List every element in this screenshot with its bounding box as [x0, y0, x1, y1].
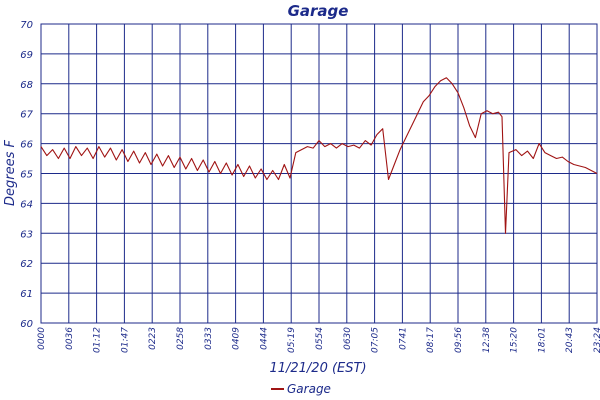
x-tick-label: 18:01 [537, 327, 547, 353]
x-tick-label: 01:47 [120, 327, 130, 353]
y-tick-label: 62 [20, 259, 33, 270]
y-tick-label: 67 [20, 110, 33, 121]
x-tick-label: 0036 [65, 327, 75, 350]
legend-label: Garage [287, 382, 331, 396]
x-tick-label: 0554 [315, 327, 325, 350]
x-tick-label: 01:12 [93, 327, 103, 353]
y-tick-label: 63 [20, 229, 33, 240]
x-tick-label: 0630 [343, 327, 353, 350]
x-tick-label: 23:24 [593, 327, 600, 353]
x-tick-label: 0258 [176, 327, 186, 350]
x-tick-label: 08:17 [426, 327, 436, 353]
y-tick-label: 65 [20, 170, 33, 181]
series-line-garage [40, 77, 598, 234]
legend: Garage [271, 382, 331, 396]
x-tick-label: 0000 [37, 327, 47, 350]
x-tick-label: 07:05 [371, 327, 381, 353]
x-tick-label: 0409 [232, 327, 242, 350]
x-tick-label: 12:38 [482, 327, 492, 353]
y-tick-label: 70 [20, 20, 33, 31]
x-tick-label: 05:19 [287, 327, 297, 353]
series-layer [40, 77, 598, 234]
x-axis-title: 11/21/20 (EST) [269, 361, 366, 376]
x-tick-label: 20:43 [565, 327, 575, 353]
grid [40, 23, 598, 324]
y-tick-label: 60 [20, 319, 33, 330]
y-tick-label: 61 [20, 289, 33, 300]
x-tick-label: 15:20 [510, 327, 520, 353]
y-axis-title: Degrees F [3, 139, 18, 206]
chart-title: Garage [288, 2, 349, 20]
x-tick-label: 0223 [148, 327, 158, 350]
x-tick-label: 0333 [204, 327, 214, 350]
x-tick-label: 0741 [398, 327, 408, 350]
x-tick-label: 0444 [259, 327, 269, 350]
y-tick-label: 69 [20, 50, 33, 61]
x-tick-labels: 0000 0036 01:12 01:47 0223 0258 0333 0409 0444 05… [37, 327, 600, 353]
y-tick-labels: 60 61 62 63 64 65 66 67 68 69 70 [20, 20, 33, 330]
y-tick-label: 64 [20, 199, 33, 210]
y-tick-label: 68 [20, 80, 33, 91]
y-tick-label: 66 [20, 140, 33, 151]
x-tick-label: 09:56 [454, 327, 464, 353]
